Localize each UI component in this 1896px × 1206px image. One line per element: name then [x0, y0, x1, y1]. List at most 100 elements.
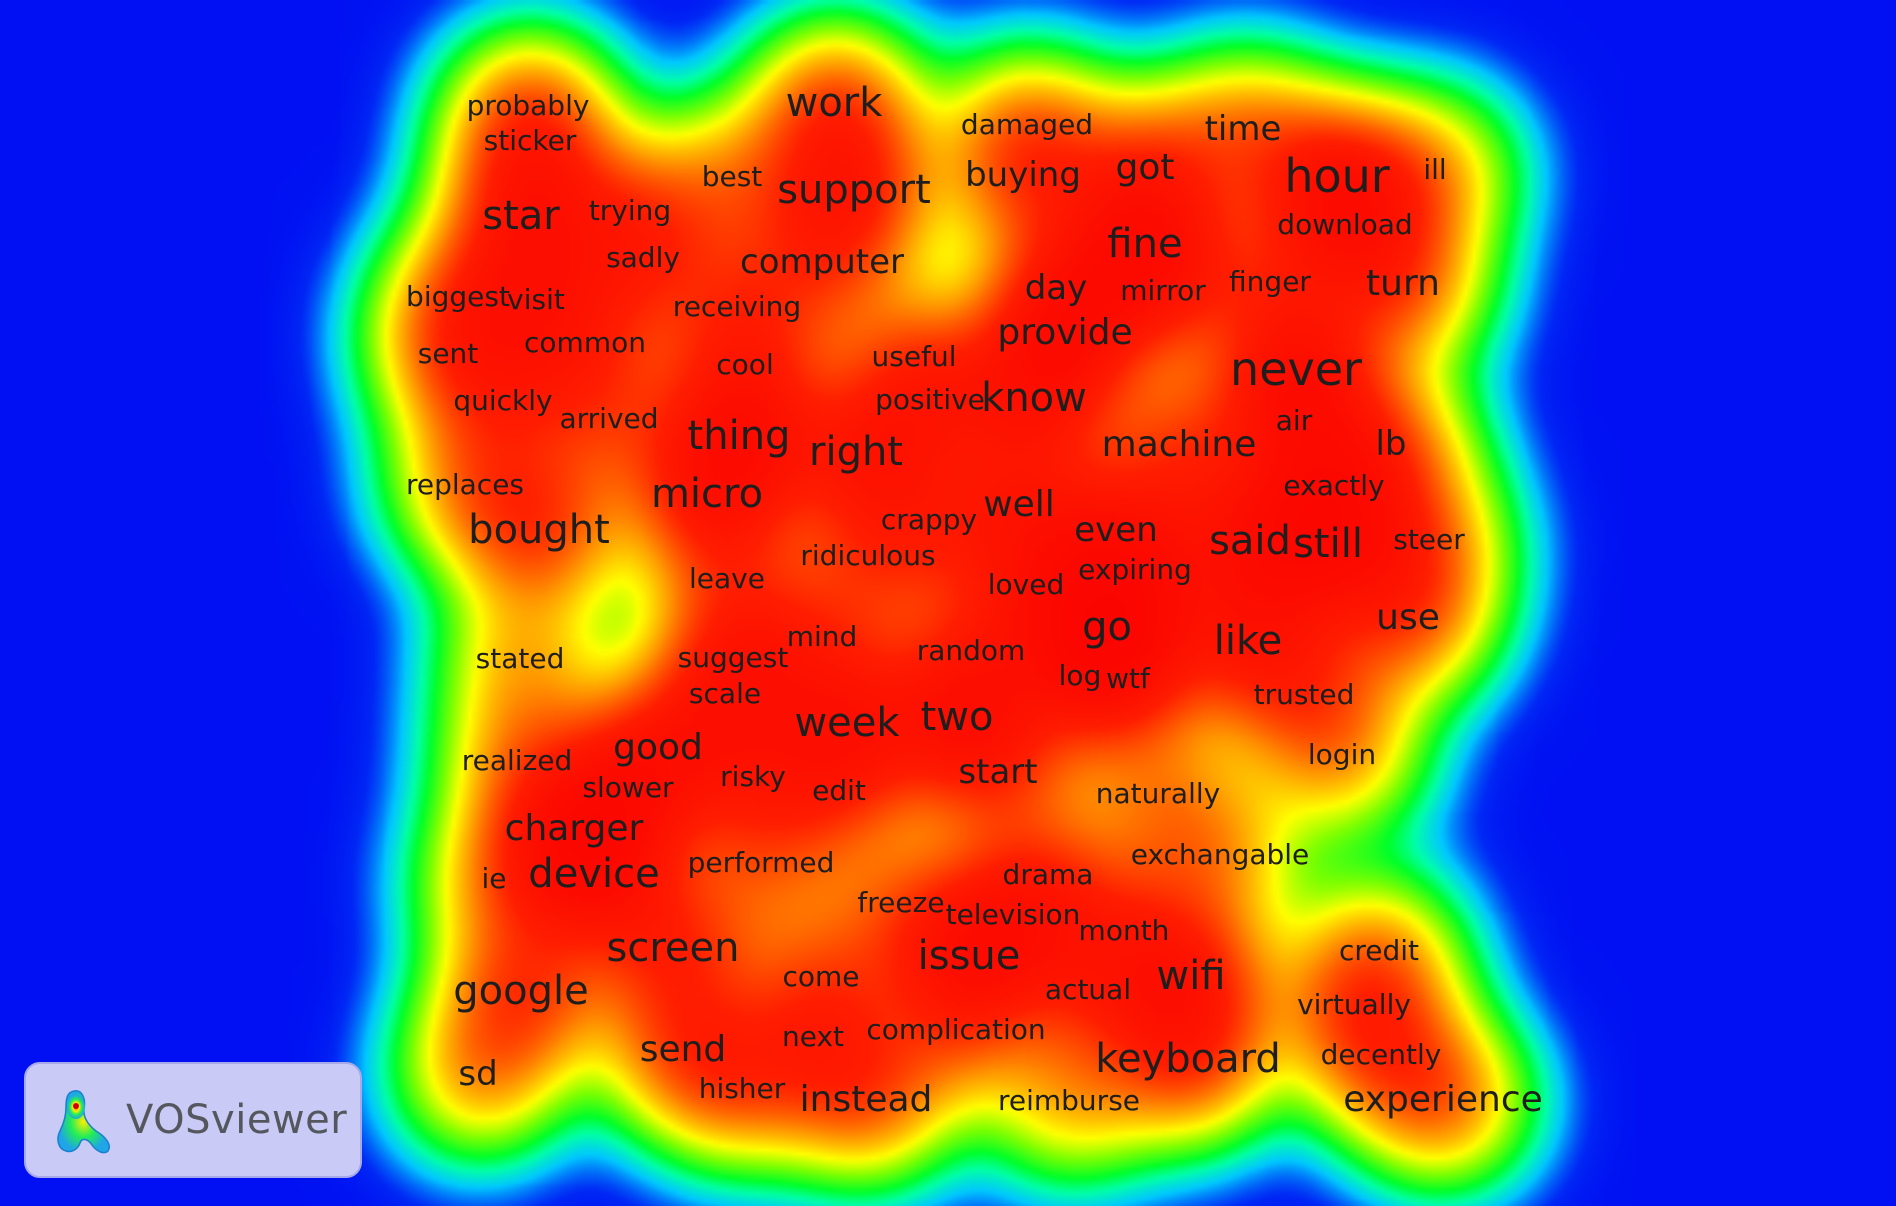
term-naturally[interactable]: naturally — [1096, 780, 1220, 808]
term-fine[interactable]: fine — [1107, 224, 1182, 264]
term-credit[interactable]: credit — [1339, 937, 1419, 965]
term-machine[interactable]: machine — [1102, 427, 1257, 463]
term-come[interactable]: come — [782, 963, 859, 991]
term-login[interactable]: login — [1308, 741, 1376, 769]
term-screen[interactable]: screen — [607, 928, 740, 968]
term-sent[interactable]: sent — [418, 340, 479, 368]
term-even[interactable]: even — [1074, 513, 1158, 547]
term-scale[interactable]: scale — [689, 680, 761, 708]
term-actual[interactable]: actual — [1045, 976, 1131, 1004]
term-micro[interactable]: micro — [651, 474, 763, 514]
term-crappy[interactable]: crappy — [881, 506, 977, 534]
term-next[interactable]: next — [782, 1023, 844, 1051]
term-useful[interactable]: useful — [872, 343, 957, 371]
term-mind[interactable]: mind — [787, 623, 858, 651]
term-start[interactable]: start — [958, 755, 1037, 789]
term-ridiculous[interactable]: ridiculous — [800, 542, 935, 570]
term-wtf[interactable]: wtf — [1106, 665, 1150, 693]
term-right[interactable]: right — [809, 432, 903, 472]
term-bought[interactable]: bought — [468, 510, 610, 550]
term-virtually[interactable]: virtually — [1297, 991, 1411, 1019]
term-ie[interactable]: ie — [481, 865, 506, 893]
term-trusted[interactable]: trusted — [1254, 681, 1355, 709]
term-two[interactable]: two — [921, 697, 994, 737]
term-issue[interactable]: issue — [918, 936, 1021, 976]
term-charger[interactable]: charger — [505, 811, 644, 847]
term-common[interactable]: common — [524, 329, 646, 357]
term-risky[interactable]: risky — [720, 763, 786, 791]
term-slower[interactable]: slower — [582, 774, 673, 802]
term-wifi[interactable]: wifi — [1156, 956, 1225, 996]
term-star[interactable]: star — [482, 196, 559, 236]
term-said[interactable]: said — [1209, 521, 1291, 561]
term-biggest[interactable]: biggest — [406, 283, 510, 311]
term-provide[interactable]: provide — [997, 315, 1132, 351]
term-positive[interactable]: positive — [875, 386, 985, 414]
term-google[interactable]: google — [453, 971, 588, 1011]
term-best[interactable]: best — [702, 163, 763, 191]
term-experience[interactable]: experience — [1343, 1082, 1543, 1118]
term-cool[interactable]: cool — [716, 351, 773, 379]
term-sticker[interactable]: sticker — [484, 127, 577, 155]
term-download[interactable]: download — [1277, 211, 1412, 239]
term-visit[interactable]: visit — [507, 286, 565, 314]
term-hisher[interactable]: hisher — [699, 1075, 786, 1103]
term-log[interactable]: log — [1059, 662, 1102, 690]
term-work[interactable]: work — [786, 83, 883, 123]
term-edit[interactable]: edit — [812, 777, 866, 805]
term-hour[interactable]: hour — [1284, 153, 1389, 199]
term-device[interactable]: device — [528, 854, 659, 894]
term-computer[interactable]: computer — [740, 245, 904, 279]
term-good[interactable]: good — [613, 730, 703, 766]
term-keyboard[interactable]: keyboard — [1095, 1039, 1281, 1079]
term-thing[interactable]: thing — [688, 416, 791, 456]
term-quickly[interactable]: quickly — [453, 387, 552, 415]
term-complication[interactable]: complication — [866, 1016, 1045, 1044]
term-well[interactable]: well — [983, 487, 1055, 523]
term-drama[interactable]: drama — [1003, 861, 1094, 889]
term-expiring[interactable]: expiring — [1078, 556, 1192, 584]
term-arrived[interactable]: arrived — [559, 405, 658, 433]
term-never[interactable]: never — [1230, 346, 1362, 392]
term-loved[interactable]: loved — [988, 571, 1064, 599]
term-instead[interactable]: instead — [800, 1082, 933, 1118]
term-television[interactable]: television — [946, 901, 1081, 929]
term-turn[interactable]: turn — [1366, 266, 1440, 302]
term-leave[interactable]: leave — [689, 565, 765, 593]
term-buying[interactable]: buying — [965, 158, 1081, 192]
term-replaces[interactable]: replaces — [406, 471, 524, 499]
term-day[interactable]: day — [1025, 271, 1088, 305]
term-suggest[interactable]: suggest — [678, 644, 789, 672]
term-still[interactable]: still — [1293, 524, 1363, 564]
term-receiving[interactable]: receiving — [673, 293, 801, 321]
term-probably[interactable]: probably — [467, 92, 590, 120]
term-air[interactable]: air — [1276, 407, 1312, 435]
term-realized[interactable]: realized — [462, 747, 573, 775]
term-exchangable[interactable]: exchangable — [1131, 841, 1310, 869]
term-go[interactable]: go — [1082, 607, 1132, 647]
term-performed[interactable]: performed — [688, 849, 835, 877]
term-like[interactable]: like — [1214, 621, 1283, 661]
term-send[interactable]: send — [640, 1032, 727, 1068]
term-sadly[interactable]: sadly — [606, 244, 680, 272]
term-use[interactable]: use — [1376, 600, 1440, 636]
term-mirror[interactable]: mirror — [1120, 277, 1206, 305]
term-know[interactable]: know — [981, 378, 1087, 418]
term-lb[interactable]: lb — [1375, 427, 1406, 461]
term-decently[interactable]: decently — [1321, 1041, 1442, 1069]
term-exactly[interactable]: exactly — [1283, 472, 1384, 500]
term-support[interactable]: support — [777, 170, 931, 210]
term-finger[interactable]: finger — [1229, 268, 1311, 296]
term-steer[interactable]: steer — [1393, 526, 1465, 554]
term-got[interactable]: got — [1116, 150, 1175, 186]
term-stated[interactable]: stated — [476, 645, 565, 673]
term-damaged[interactable]: damaged — [961, 111, 1093, 139]
term-freeze[interactable]: freeze — [857, 889, 944, 917]
term-sd[interactable]: sd — [458, 1057, 497, 1091]
term-month[interactable]: month — [1079, 917, 1170, 945]
term-ill[interactable]: ill — [1423, 156, 1446, 184]
term-trying[interactable]: trying — [589, 197, 671, 225]
term-random[interactable]: random — [917, 637, 1026, 665]
term-week[interactable]: week — [794, 703, 899, 743]
